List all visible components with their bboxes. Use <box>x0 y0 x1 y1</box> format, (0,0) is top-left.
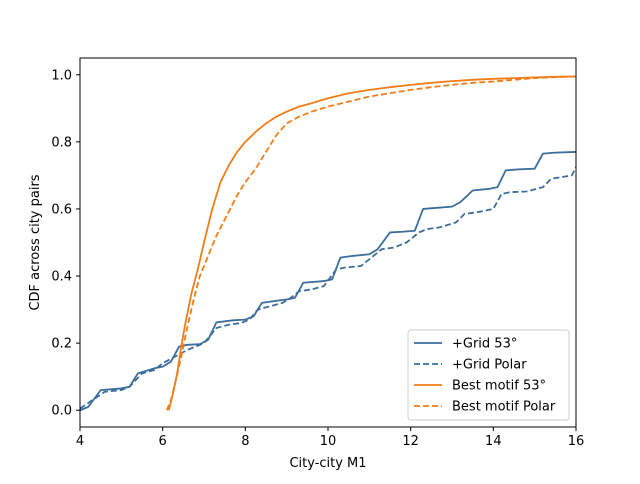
series-line-best-motif-polar <box>165 75 576 411</box>
legend-label-best-motif-53: Best motif 53° <box>452 379 546 394</box>
legend: +Grid 53° +Grid Polar Best motif 53° Best m… <box>407 329 570 421</box>
y-tick-label: 1.0 <box>51 68 72 83</box>
x-tick-label: 4 <box>76 434 84 449</box>
x-tick-label: 6 <box>159 434 167 449</box>
x-tick-label: 8 <box>241 434 249 449</box>
x-tick-label: 12 <box>402 434 419 449</box>
legend-box <box>407 329 570 421</box>
y-tick-label: 0.2 <box>51 337 72 352</box>
series-line-best-motif-53 <box>167 75 576 411</box>
y-tick-label: 0.8 <box>51 135 72 150</box>
y-tick-label: 0.0 <box>51 404 72 419</box>
legend-label-grid-polar: +Grid Polar <box>452 358 527 373</box>
x-tick-label: 16 <box>568 434 585 449</box>
legend-label-best-motif-polar: Best motif Polar <box>452 400 556 415</box>
y-axis-label: CDF across city pairs <box>28 174 43 310</box>
x-axis-label: City-city M1 <box>289 456 366 471</box>
y-tick-label: 0.4 <box>51 270 72 285</box>
y-tick-label: 0.6 <box>51 202 72 217</box>
series-layer <box>80 75 576 412</box>
legend-label-grid-53: +Grid 53° <box>452 337 517 352</box>
series-line-grid-polar <box>80 166 576 410</box>
x-tick-label: 10 <box>320 434 337 449</box>
x-axis-ticks: 4 6 8 10 12 14 16 <box>76 427 584 449</box>
x-tick-label: 14 <box>485 434 502 449</box>
y-axis-ticks: 0.0 0.2 0.4 0.6 0.8 1.0 <box>51 68 80 419</box>
series-line-grid-53 <box>80 151 576 412</box>
